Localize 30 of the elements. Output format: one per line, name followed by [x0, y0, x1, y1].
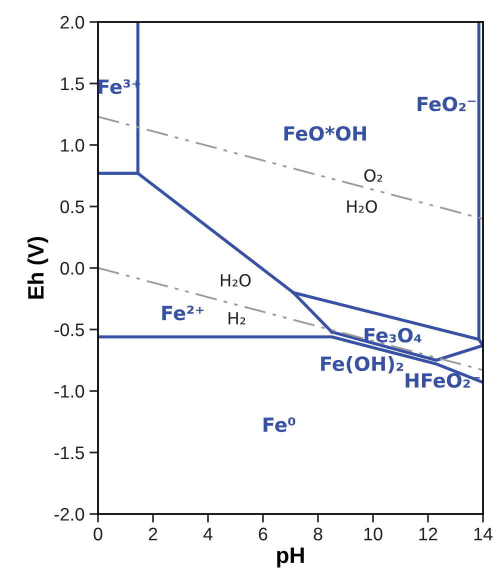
- x-tick-label: 10: [364, 528, 382, 540]
- annotation: O₂: [364, 169, 382, 182]
- x-tick-label: 0: [94, 528, 102, 540]
- annotation: Fe²⁺: [162, 306, 204, 320]
- x-tick-label: 4: [203, 528, 212, 540]
- annotation: Fe₃O₄: [364, 328, 422, 343]
- annotation: H₂O: [220, 274, 251, 287]
- annotation: H₂: [228, 312, 246, 324]
- annotation: FeO*OH: [284, 126, 366, 141]
- annotation: Fe(OH)₂: [321, 356, 404, 374]
- y-tick-label: 1.5: [61, 78, 84, 90]
- y-tick-label: -2.0: [54, 508, 84, 521]
- annotation: Fe⁰: [264, 417, 296, 432]
- y-tick-label: -1.0: [54, 384, 84, 398]
- y-tick-label: 0.5: [60, 200, 84, 214]
- y-tick-label: -0.5: [54, 323, 84, 336]
- y-axis-title: Eh (V): [27, 237, 48, 299]
- y-tick-label: 0.0: [60, 262, 84, 275]
- y-tick-label: 1.0: [61, 138, 84, 152]
- x-tick-label: 8: [314, 528, 322, 540]
- x-tick-label: 2: [148, 528, 158, 540]
- y-tick-label: -1.5: [54, 446, 84, 460]
- x-tick-label: 6: [258, 528, 268, 540]
- y-tick-label: 2.0: [60, 16, 84, 29]
- annotation: HFeO₂⁻: [406, 373, 480, 388]
- x-tick-label: 12: [419, 528, 438, 540]
- x-axis-title: pH: [277, 548, 304, 568]
- annotation: H₂O: [347, 200, 377, 213]
- annotation: FeO₂⁻: [418, 96, 476, 112]
- x-tick-label: 14: [474, 528, 493, 540]
